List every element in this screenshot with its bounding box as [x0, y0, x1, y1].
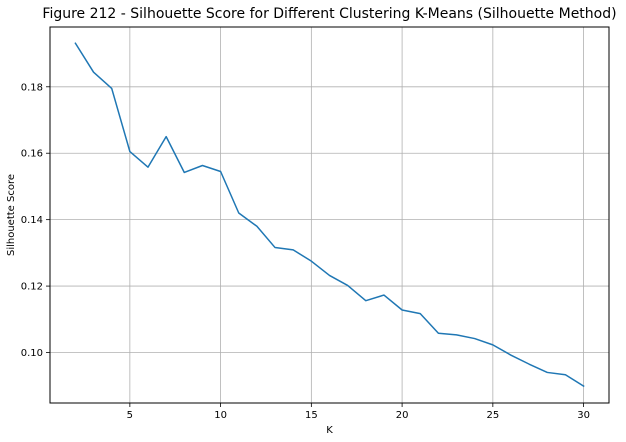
x-tick-label: 10 — [214, 410, 227, 421]
plot-frame — [49, 26, 610, 404]
x-tick-label: 25 — [486, 410, 499, 421]
x-tick-label: 5 — [127, 410, 133, 421]
x-tick-label: 20 — [396, 410, 409, 421]
y-tick-label: 0.10 — [21, 348, 43, 359]
x-tick-label: 15 — [305, 410, 318, 421]
series-layer — [74, 42, 585, 388]
y-tick-label: 0.14 — [21, 215, 43, 226]
chart-title: Figure 212 - Silhouette Score for Differ… — [42, 6, 616, 22]
y-tick-label: 0.16 — [21, 149, 43, 160]
y-axis-label: Silhouette Score — [6, 174, 17, 256]
y-tick-label: 0.18 — [21, 82, 43, 93]
x-axis-label: K — [326, 425, 333, 436]
axis-ticks: 5 10 15 20 25 30 0.10 0.12 0.14 0.16 0.18 — [21, 82, 590, 421]
x-tick-label: 30 — [577, 410, 590, 421]
series-line — [74, 42, 585, 388]
grid — [50, 27, 609, 403]
y-tick-label: 0.12 — [21, 282, 43, 293]
